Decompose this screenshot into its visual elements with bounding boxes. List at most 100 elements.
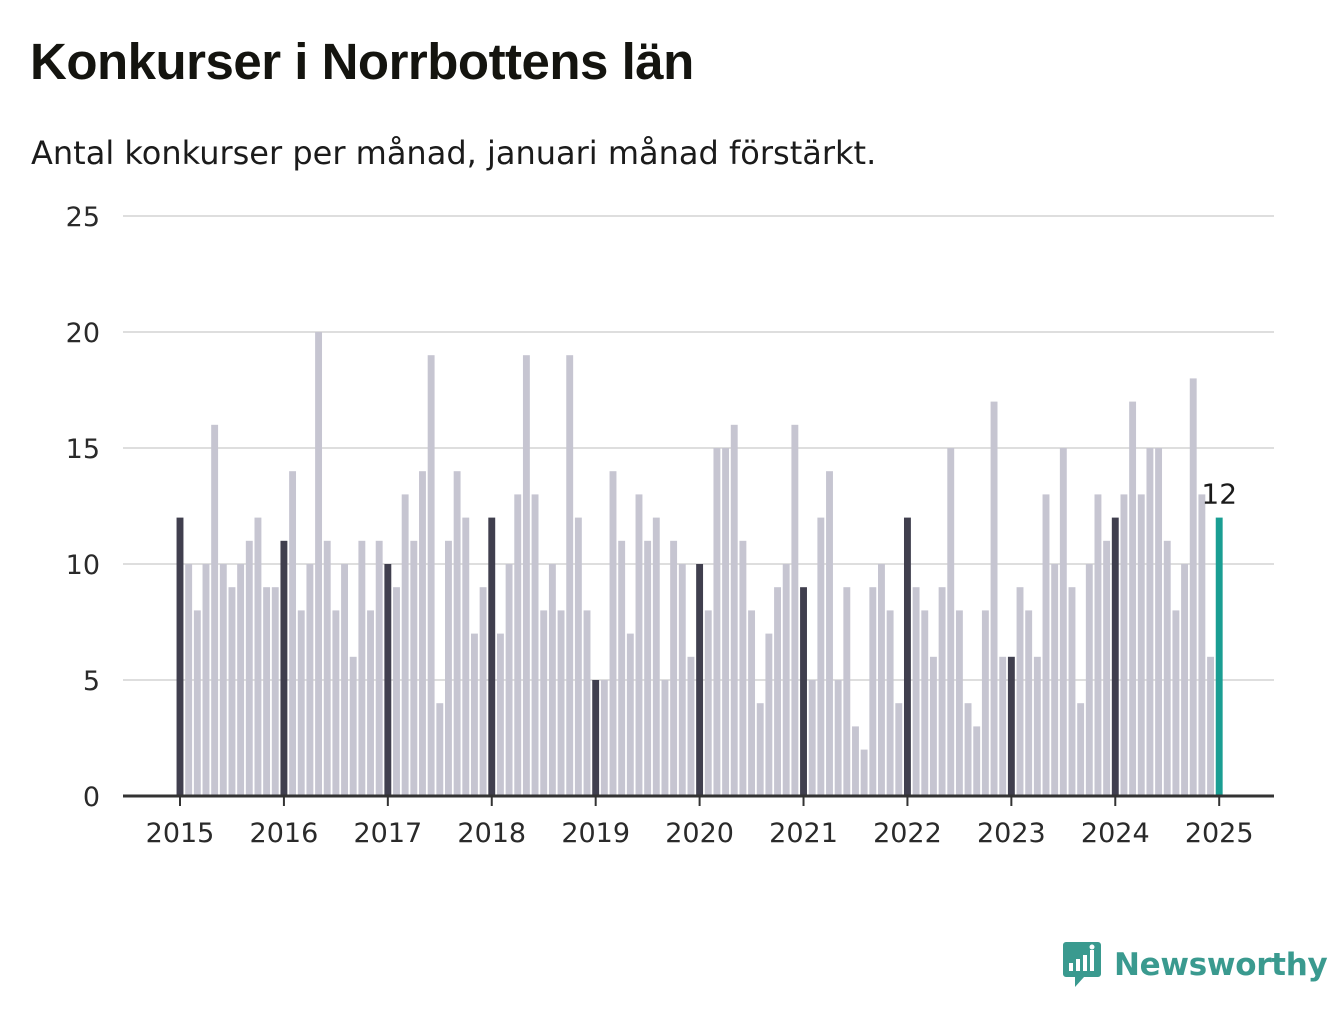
bar — [271, 587, 279, 796]
bar — [834, 680, 842, 796]
bar — [358, 540, 366, 796]
bar — [401, 494, 409, 796]
bar — [1181, 564, 1189, 796]
bar — [202, 564, 210, 796]
bar — [1042, 494, 1050, 796]
bar — [947, 448, 955, 796]
bar — [514, 494, 522, 796]
bar — [479, 587, 487, 796]
bar — [1172, 610, 1180, 796]
bar — [531, 494, 539, 796]
bar — [315, 332, 323, 796]
bars — [176, 332, 1223, 796]
bar — [540, 610, 548, 796]
bar — [765, 633, 773, 796]
bar — [964, 703, 972, 796]
x-tick-label: 2016 — [250, 818, 319, 849]
bar-january — [592, 680, 600, 796]
bar — [1129, 401, 1137, 796]
bar — [886, 610, 894, 796]
bar — [843, 587, 851, 796]
bar — [618, 540, 626, 796]
bar — [756, 703, 764, 796]
x-tick-label: 2017 — [353, 818, 422, 849]
y-tick-label: 0 — [83, 782, 100, 813]
bar — [860, 749, 868, 796]
bar — [1094, 494, 1102, 796]
bar — [410, 540, 418, 796]
bar — [600, 680, 608, 796]
bar — [1120, 494, 1128, 796]
bar — [522, 355, 530, 796]
bar — [782, 564, 790, 796]
y-axis-ticks: 0 5 10 15 20 25 — [66, 202, 100, 813]
bar — [981, 610, 989, 796]
bar — [644, 540, 652, 796]
x-axis-ticks: 2015 2016 2017 2018 2019 2020 2021 2022 2023 2024… — [146, 796, 1254, 849]
bar — [869, 587, 877, 796]
bar — [1077, 703, 1085, 796]
bar — [999, 656, 1007, 796]
bar — [635, 494, 643, 796]
bar — [237, 564, 245, 796]
y-tick-label: 10 — [66, 550, 100, 581]
bar — [748, 610, 756, 796]
bar — [289, 471, 297, 796]
bar — [574, 517, 582, 796]
bar — [722, 448, 730, 796]
x-tick-label: 2021 — [769, 818, 838, 849]
bar — [367, 610, 374, 796]
bar-january — [1111, 517, 1119, 796]
bar — [254, 517, 262, 796]
bar — [1137, 494, 1145, 796]
bar-january — [800, 587, 807, 796]
bar-january — [1007, 656, 1015, 796]
bar — [566, 355, 574, 796]
bar — [349, 656, 357, 796]
newsworthy-logo-icon — [1063, 942, 1101, 987]
bar — [652, 517, 660, 796]
bar — [375, 540, 383, 796]
bar-january — [280, 540, 288, 796]
bar — [1016, 587, 1024, 796]
last-value-label: 12 — [1201, 478, 1237, 511]
bar — [661, 680, 669, 796]
bar-january — [384, 564, 392, 796]
bar — [713, 448, 721, 796]
bar — [704, 610, 712, 796]
bar — [445, 540, 452, 796]
x-tick-label: 2025 — [1185, 818, 1254, 849]
bar — [193, 610, 201, 796]
bar — [878, 564, 885, 796]
bar — [583, 610, 591, 796]
bar — [263, 587, 271, 796]
bar — [912, 587, 920, 796]
newsworthy-brand: Newsworthy — [1062, 940, 1328, 990]
bar — [774, 587, 781, 796]
bar — [895, 703, 903, 796]
x-tick-label: 2019 — [561, 818, 630, 849]
bar — [496, 633, 504, 796]
chart-title: Konkurser i Norrbottens län — [30, 33, 694, 90]
bar — [1189, 378, 1197, 796]
x-tick-label: 2022 — [873, 818, 942, 849]
bar — [1155, 448, 1163, 796]
bar — [1146, 448, 1154, 796]
bar — [687, 656, 695, 796]
y-tick-label: 20 — [66, 318, 100, 349]
bar-january — [1215, 517, 1223, 796]
bar — [1033, 656, 1041, 796]
bar — [791, 424, 799, 796]
x-tick-label: 2015 — [146, 818, 215, 849]
x-tick-label: 2023 — [977, 818, 1046, 849]
x-tick-label: 2018 — [457, 818, 526, 849]
bar — [1051, 564, 1059, 796]
bar — [548, 564, 556, 796]
bar — [393, 587, 400, 796]
bar — [1068, 587, 1076, 796]
bar — [1198, 494, 1206, 796]
y-tick-label: 5 — [83, 666, 100, 697]
bar-january — [176, 517, 184, 796]
bar — [817, 517, 825, 796]
